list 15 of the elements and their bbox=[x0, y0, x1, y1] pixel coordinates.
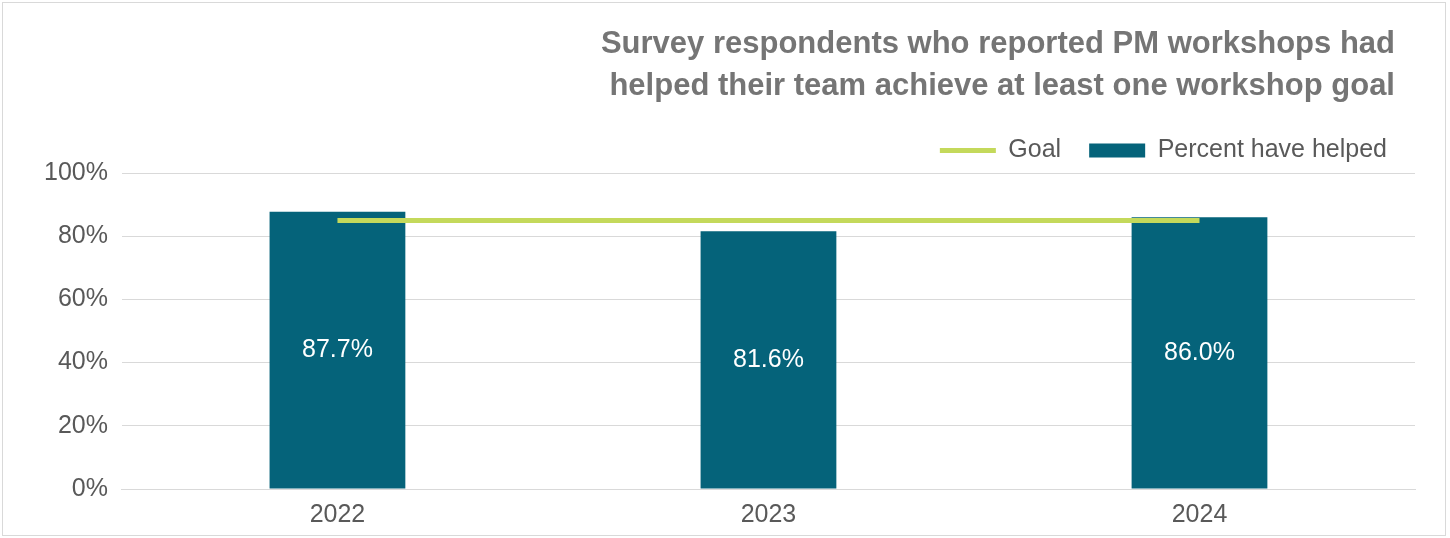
y-tick-label: 60% bbox=[57, 283, 108, 312]
x-tick-label: 2023 bbox=[740, 498, 797, 527]
y-tick-label: 80% bbox=[57, 220, 108, 249]
y-tick-label: 0% bbox=[71, 472, 108, 501]
y-tick-label: 20% bbox=[57, 409, 108, 438]
data-label: 81.6% bbox=[733, 343, 804, 372]
x-tick-label: 2024 bbox=[1171, 498, 1228, 527]
y-tick-label: 100% bbox=[43, 156, 108, 185]
x-tick-label: 2022 bbox=[309, 498, 366, 527]
chart-title: Survey respondents who reported PM workshops had helped their team achieve at least one workshop goal bbox=[599, 24, 1395, 104]
legend-label: Percent have helped bbox=[1157, 134, 1388, 163]
data-label: 87.7% bbox=[302, 334, 373, 363]
data-label: 86.0% bbox=[1164, 337, 1235, 366]
legend-label: Goal bbox=[1008, 134, 1062, 163]
y-tick-label: 40% bbox=[57, 346, 108, 375]
